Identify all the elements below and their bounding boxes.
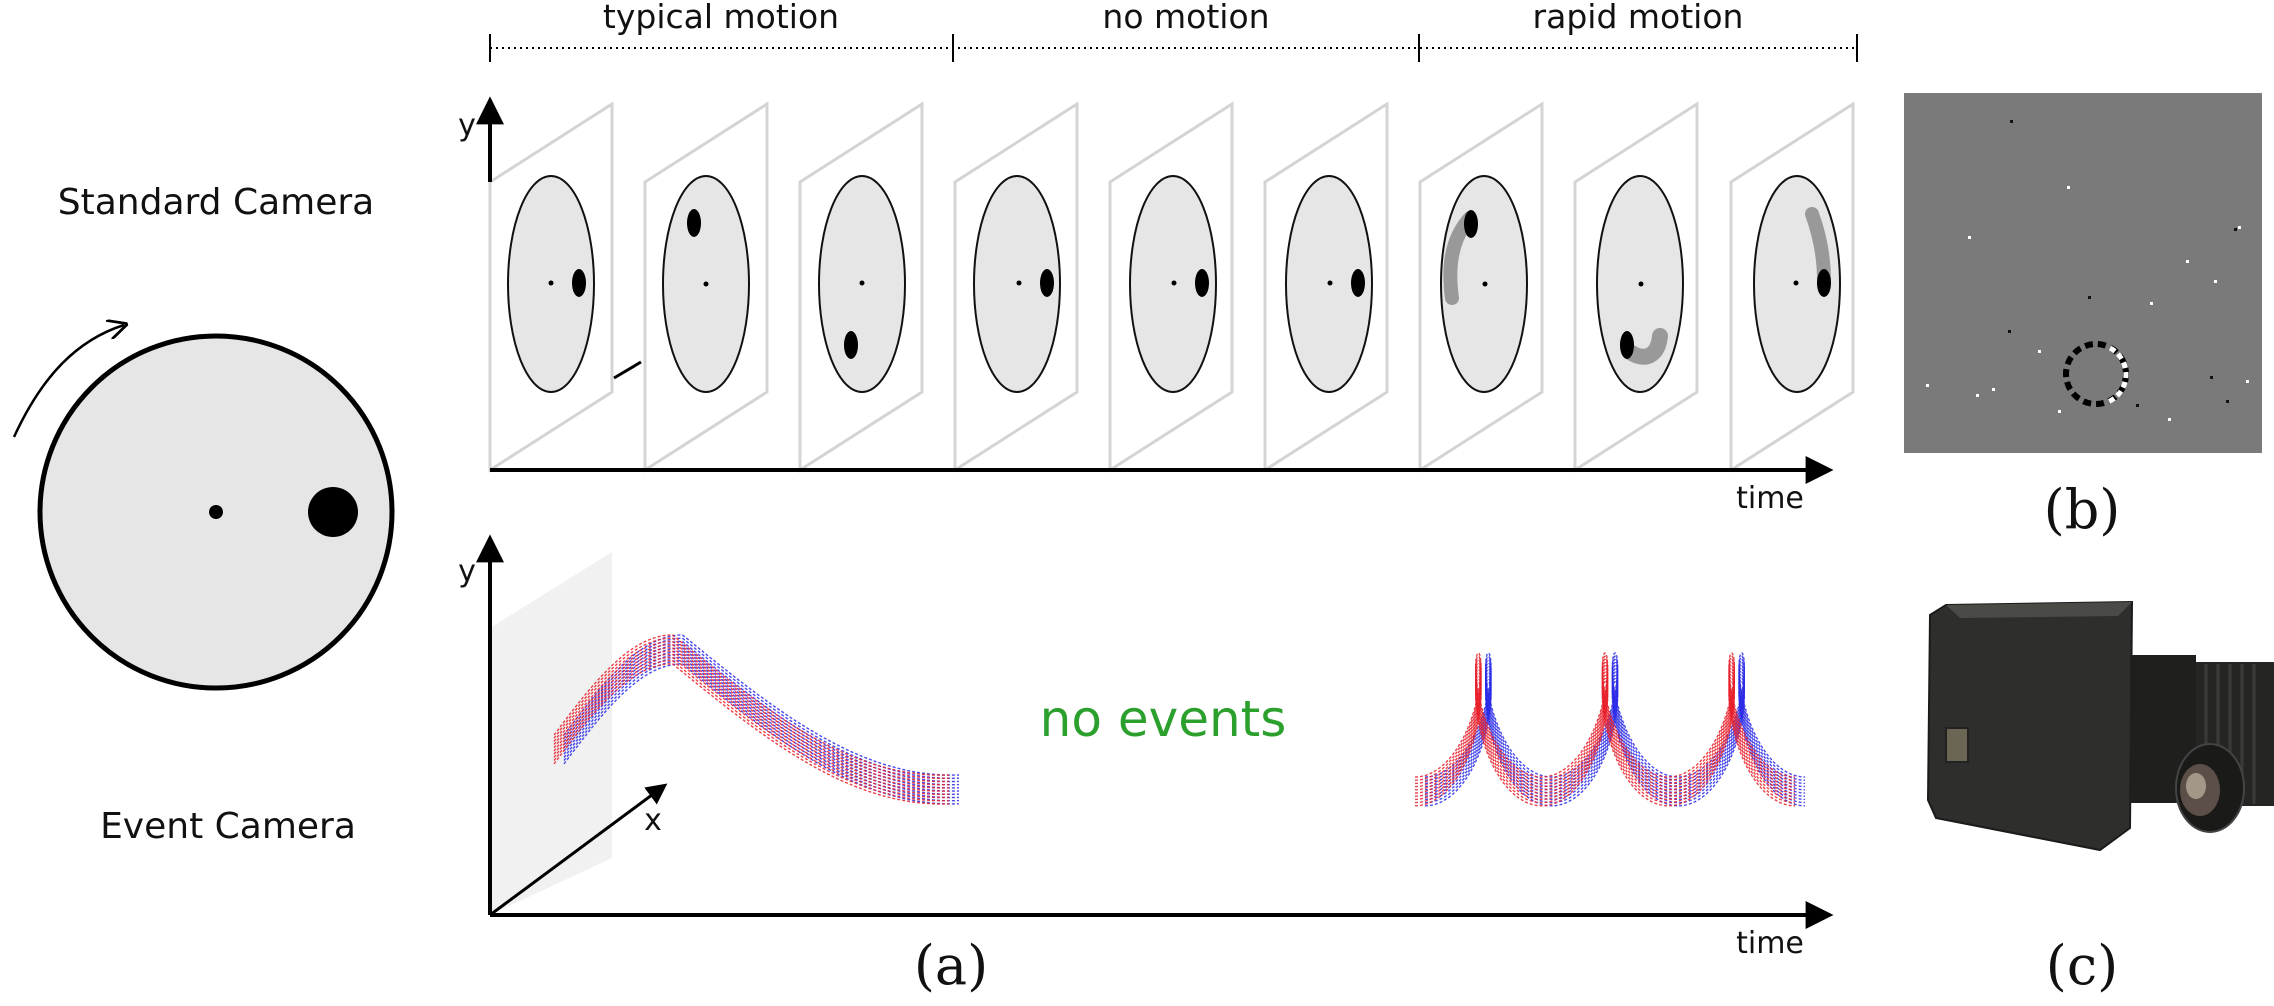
event-x-axis [489,783,668,917]
event-frame-panel: (b) [1904,93,2262,541]
panel-label-b: (b) [2044,478,2121,541]
standard-y-label: y [458,108,476,143]
frame-7 [1418,101,1544,473]
frame-9 [1729,101,1855,473]
frame-5 [1108,101,1234,473]
segment-label-none: no motion [1102,0,1269,36]
frame-8 [1573,101,1699,473]
frame-6 [1263,101,1389,473]
standard-camera-label: Standard Camera [58,182,375,223]
event-y-label: y [458,554,476,589]
positive-event-trails [553,634,1796,807]
event-camera-stream: y x time no events [458,534,1834,961]
timeline-bracket: typical motion no motion rapid motion [489,0,1858,62]
rotating-disk: Standard Camera Event Camera [12,182,395,847]
event-frame-image [1904,93,2262,453]
frame-3 [798,101,924,473]
frame-1 [488,101,614,473]
disk-center-dot [209,505,223,519]
event-time-label: time [1736,926,1804,961]
standard-time-label: time [1736,481,1804,516]
panel-label-a: (a) [914,934,988,997]
frame-2 [643,101,769,473]
standard-camera-frames: y time [458,96,1855,516]
event-ring-bright [2106,345,2129,405]
event-x-label: x [644,803,662,838]
event-frame-plane [490,552,612,915]
no-events-annotation: no events [1040,690,1287,748]
segment-label-typical: typical motion [603,0,839,36]
frame-4 [953,101,1079,473]
rotation-arrow-icon [12,325,124,438]
panel-label-c: (c) [2046,934,2118,997]
event-camera-label: Event Camera [100,806,356,847]
event-noise-pixels [1926,120,2249,421]
camera-photo: (c) [1926,600,2274,997]
segment-label-rapid: rapid motion [1533,0,1744,36]
disk-marker-dot [308,487,358,537]
